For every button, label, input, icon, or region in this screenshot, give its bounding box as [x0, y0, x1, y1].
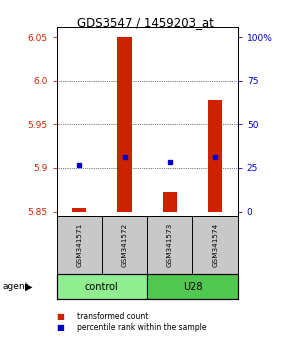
Bar	[208, 100, 222, 212]
Bar	[57, 274, 147, 299]
Text: GSM341571: GSM341571	[76, 223, 82, 267]
Bar	[72, 208, 86, 212]
Bar	[163, 192, 177, 212]
Text: U28: U28	[183, 282, 202, 292]
Text: control: control	[85, 282, 119, 292]
Text: ■: ■	[57, 323, 64, 332]
Text: transformed count: transformed count	[77, 312, 148, 321]
Text: percentile rank within the sample: percentile rank within the sample	[77, 323, 206, 332]
Bar	[147, 274, 238, 299]
Text: GSM341572: GSM341572	[122, 223, 128, 267]
Text: GSM341574: GSM341574	[212, 223, 218, 267]
Text: ■: ■	[57, 312, 64, 321]
Text: GDS3547 / 1459203_at: GDS3547 / 1459203_at	[77, 16, 213, 29]
Text: ▶: ▶	[25, 282, 33, 292]
Text: GSM341573: GSM341573	[167, 223, 173, 267]
Text: agent: agent	[3, 282, 29, 291]
Bar	[117, 37, 132, 212]
